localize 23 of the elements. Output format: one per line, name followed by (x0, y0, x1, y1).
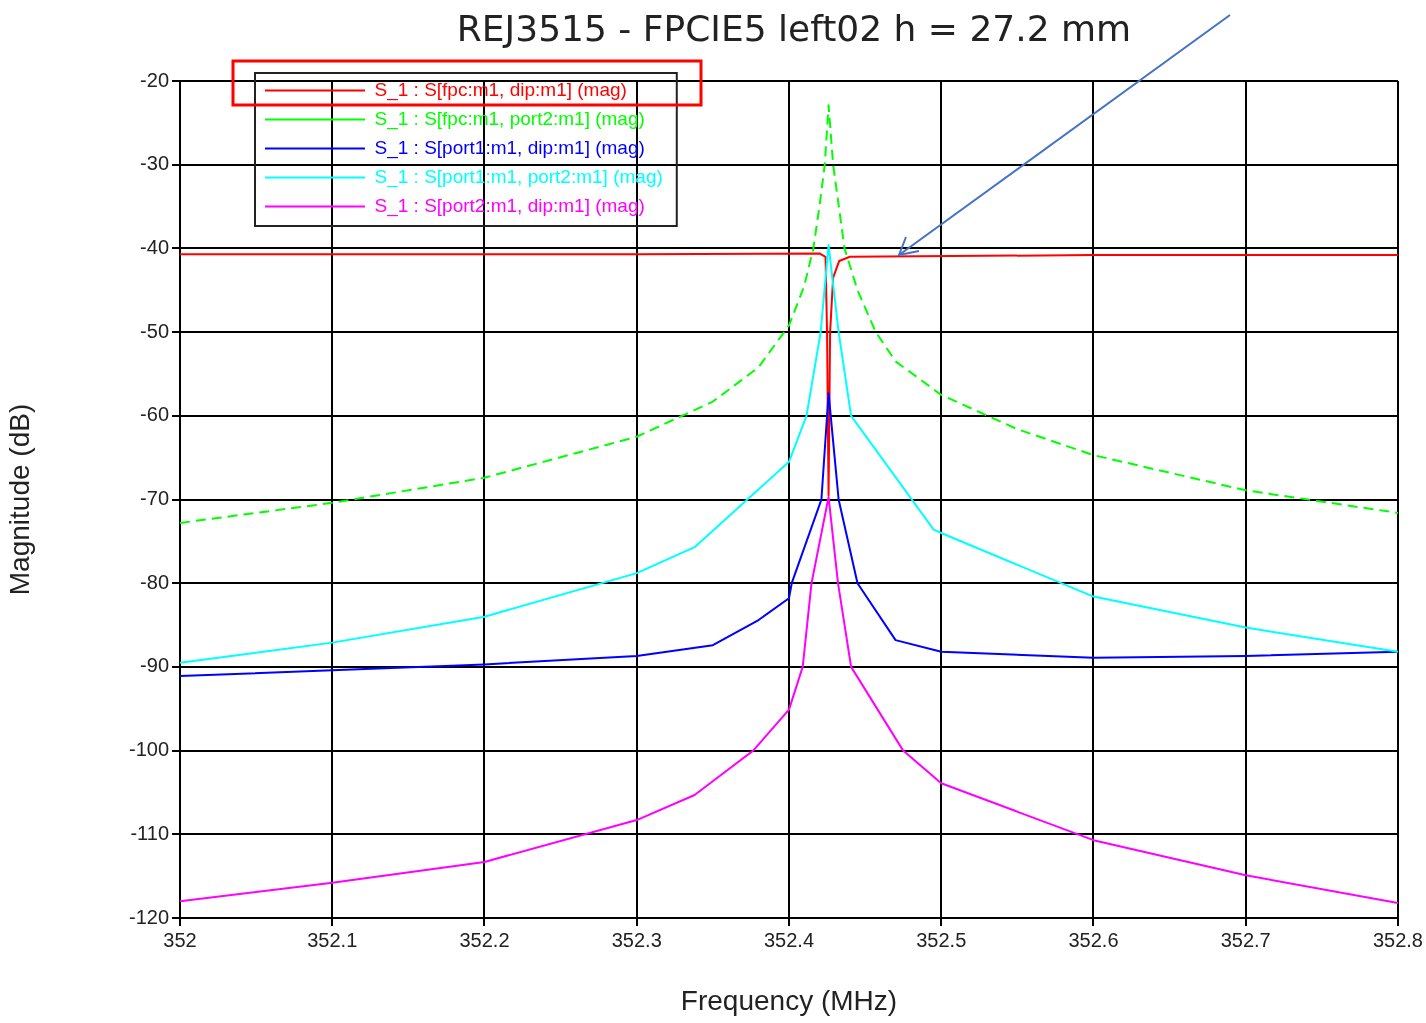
x-tick-label: 352.2 (459, 928, 510, 951)
y-axis-title: Magnitude (dB) (3, 403, 35, 596)
x-tick-label: 352.4 (763, 928, 815, 951)
x-tick-label: 352.8 (1372, 928, 1424, 951)
y-tick-label: -70 (140, 487, 169, 510)
x-tick-label: 352.3 (611, 928, 662, 951)
y-tick-label: -60 (140, 403, 169, 426)
x-tick-label: 352.6 (1068, 928, 1119, 951)
x-tick-label: 352.1 (307, 928, 358, 951)
y-tick-label: -40 (140, 235, 169, 258)
y-tick-label: -20 (140, 68, 169, 91)
x-tick-label: 352.7 (1220, 928, 1271, 951)
y-tick-label: -30 (140, 152, 169, 175)
x-tick-label: 352.5 (916, 928, 967, 951)
x-tick-label: 352 (163, 928, 197, 951)
x-axis-title: Frequency (MHz) (680, 984, 898, 1016)
y-tick-label: -50 (140, 319, 169, 342)
y-tick-label: -100 (128, 738, 169, 761)
y-tick-label: -120 (128, 905, 169, 928)
y-tick-label: -80 (140, 570, 169, 593)
chart-title: REJ3515 - FPCIE5 left02 h = 27.2 mm (455, 8, 1133, 49)
y-tick-label: -90 (140, 654, 169, 677)
y-tick-label: -110 (130, 821, 169, 844)
